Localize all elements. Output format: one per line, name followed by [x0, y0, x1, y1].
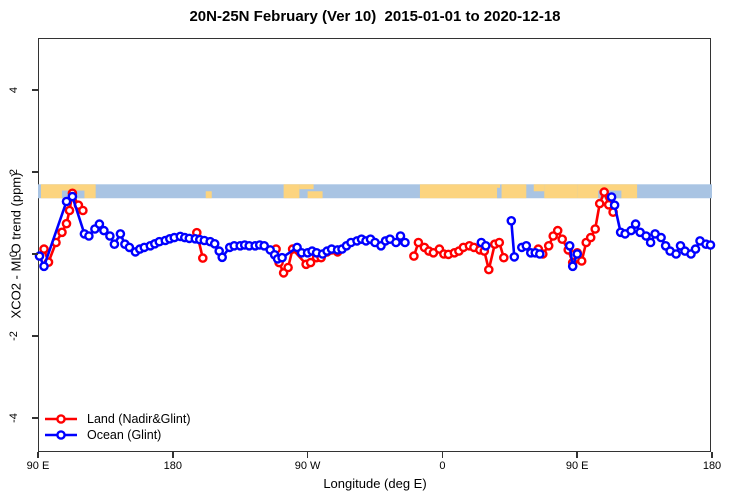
y-axis-tick-label: 4 [8, 86, 20, 94]
map-land-patch [307, 191, 323, 199]
data-point-marker [277, 252, 287, 263]
data-point-marker [209, 238, 220, 249]
ocean-series-key-icon [45, 429, 77, 440]
data-point-marker [543, 240, 554, 251]
data-point-marker [590, 224, 601, 234]
map-ocean-patch [497, 187, 502, 199]
data-point-marker [109, 239, 120, 249]
data-point-marker [552, 225, 563, 236]
data-point-marker [61, 196, 72, 207]
legend: Land (Nadir&Glint) Ocean (Glint) [44, 411, 191, 443]
data-point-marker [585, 232, 596, 243]
data-point-marker [57, 227, 67, 238]
data-point-marker [498, 252, 509, 263]
x-axis-tick [172, 452, 174, 458]
data-point-marker [105, 231, 115, 241]
y-axis-tick-label: -2 [8, 331, 20, 341]
x-axis-tick [711, 452, 713, 458]
data-point-marker [494, 237, 505, 248]
series-ocean [34, 191, 716, 272]
map-land-patch [501, 184, 527, 199]
data-point-marker [705, 240, 716, 250]
data-point-marker [690, 244, 701, 254]
page-title: 20N-25N February (Ver 10) 2015-01-01 to … [189, 8, 561, 25]
map-land-patch [544, 184, 578, 199]
map-land-patch [533, 184, 545, 192]
data-point-marker [609, 200, 620, 210]
data-point-marker [483, 264, 494, 275]
legend-label-ocean: Ocean (Glint) [87, 427, 162, 442]
data-point-marker [576, 256, 587, 266]
land-series-key-icon [45, 413, 77, 424]
data-point-marker [509, 252, 520, 262]
data-point-marker [197, 253, 208, 263]
data-point-marker [391, 237, 401, 248]
y-axis-tick [32, 335, 38, 337]
data-point-marker [645, 237, 656, 248]
map-land-patch [205, 191, 212, 199]
data-point-marker [400, 237, 410, 248]
data-point-marker [557, 234, 568, 244]
data-point-marker [480, 240, 491, 251]
y-axis-tick [32, 253, 38, 255]
data-point-marker [115, 229, 126, 239]
data-point-marker [84, 231, 94, 241]
data-point-marker [39, 261, 49, 272]
data-point-marker [61, 218, 72, 229]
data-point-marker [395, 231, 406, 241]
map-land-patch [283, 184, 300, 199]
x-axis-tick [576, 452, 578, 458]
data-point-marker [78, 205, 88, 216]
data-point-marker [564, 240, 575, 251]
x-axis-tick-label: 90 E [26, 460, 50, 472]
y-axis-tick [32, 417, 38, 419]
data-point-marker [656, 232, 666, 243]
x-axis-tick [37, 452, 39, 458]
x-axis-tick-label: 180 [163, 460, 182, 472]
y-axis-tick [32, 171, 38, 173]
data-point-marker [217, 252, 227, 263]
series-line [510, 220, 516, 258]
legend-label-land: Land (Nadir&Glint) [87, 411, 191, 426]
x-axis-tick-label: 90 W [294, 460, 321, 472]
data-point-marker [534, 249, 545, 259]
x-axis-title: Longitude (deg E) [323, 476, 427, 491]
x-axis-tick [441, 452, 444, 458]
data-point-marker [64, 205, 75, 216]
data-point-marker [630, 219, 641, 229]
y-axis-tick-label: -4 [8, 413, 20, 423]
data-point-marker [506, 215, 517, 226]
data-point-marker [94, 219, 105, 229]
legend-item-ocean: Ocean (Glint) [44, 427, 191, 442]
data-point-marker [305, 257, 316, 268]
data-point-marker [413, 237, 424, 248]
x-axis-tick [306, 452, 309, 458]
x-axis-tick-label: 90 E [565, 460, 589, 472]
data-point-marker [283, 262, 293, 273]
data-point-marker [567, 261, 578, 272]
data-point-marker [641, 231, 651, 241]
data-point-marker [521, 240, 532, 251]
data-point-marker [39, 244, 49, 254]
data-point-marker [99, 225, 109, 236]
x-axis-tick-label: 180 [702, 460, 722, 472]
data-point-marker [599, 187, 610, 197]
data-point-marker [626, 225, 636, 236]
map-land-patch [419, 184, 501, 199]
series-land [39, 187, 618, 278]
y-axis-title: XCO2 - MLO trend (ppm) [8, 172, 24, 319]
y-axis-tick [32, 89, 38, 91]
data-point-marker [67, 191, 78, 202]
data-point-marker [124, 242, 135, 253]
chart-canvas [34, 184, 716, 278]
data-point-marker [594, 198, 605, 209]
data-point-marker [409, 251, 419, 261]
data-point-marker [671, 249, 681, 259]
legend-item-land: Land (Nadir&Glint) [44, 411, 191, 426]
world-map-strip [38, 184, 712, 199]
data-point-marker [572, 249, 583, 259]
x-axis-tick-label: 0 [439, 460, 446, 472]
data-point-marker [606, 192, 617, 202]
map-land-patch [299, 184, 314, 190]
